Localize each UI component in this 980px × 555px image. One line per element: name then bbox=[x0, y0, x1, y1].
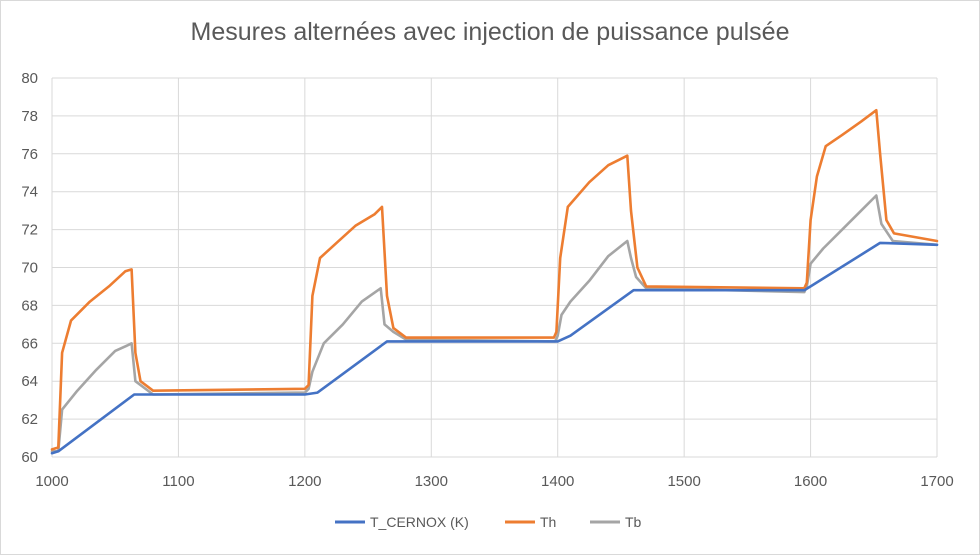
y-tick-label: 80 bbox=[21, 70, 38, 87]
x-tick-label: 1000 bbox=[35, 473, 68, 490]
series-lines bbox=[50, 108, 939, 455]
legend-label: Tb bbox=[625, 514, 642, 530]
legend-label: Th bbox=[540, 514, 556, 530]
x-tick-label: 1300 bbox=[415, 473, 448, 490]
chart-title: Mesures alternées avec injection de puis… bbox=[190, 18, 790, 46]
gridlines bbox=[51, 77, 938, 458]
series-line-2 bbox=[50, 194, 939, 453]
x-tick-label: 1200 bbox=[288, 473, 321, 490]
x-tick-label: 1500 bbox=[667, 473, 700, 490]
y-tick-label: 64 bbox=[21, 373, 38, 390]
x-axis-ticks: 1000 1100 1200 1300 1400 1500 1600 1700 bbox=[35, 473, 953, 490]
y-tick-label: 72 bbox=[21, 222, 38, 239]
series-line-1 bbox=[50, 108, 939, 451]
legend-label: T_CERNOX (K) bbox=[370, 514, 469, 530]
y-tick-label: 62 bbox=[21, 411, 38, 428]
x-tick-label: 1400 bbox=[541, 473, 574, 490]
y-tick-label: 66 bbox=[21, 335, 38, 352]
y-tick-label: 74 bbox=[21, 184, 38, 201]
y-tick-label: 78 bbox=[21, 108, 38, 125]
x-tick-label: 1100 bbox=[162, 473, 194, 490]
legend-item: Th bbox=[505, 514, 556, 530]
y-tick-label: 70 bbox=[21, 260, 38, 277]
x-tick-label: 1700 bbox=[920, 473, 953, 490]
x-tick-label: 1600 bbox=[794, 473, 827, 490]
y-tick-label: 60 bbox=[21, 449, 38, 466]
legend: T_CERNOX (K) Th Tb bbox=[335, 514, 642, 530]
y-tick-label: 68 bbox=[21, 297, 38, 314]
y-axis-ticks: 60 62 64 66 68 70 72 74 76 78 80 bbox=[21, 70, 38, 466]
legend-item: Tb bbox=[590, 514, 642, 530]
y-tick-label: 76 bbox=[21, 146, 38, 163]
series-line-0 bbox=[50, 241, 939, 455]
legend-item: T_CERNOX (K) bbox=[335, 514, 469, 530]
